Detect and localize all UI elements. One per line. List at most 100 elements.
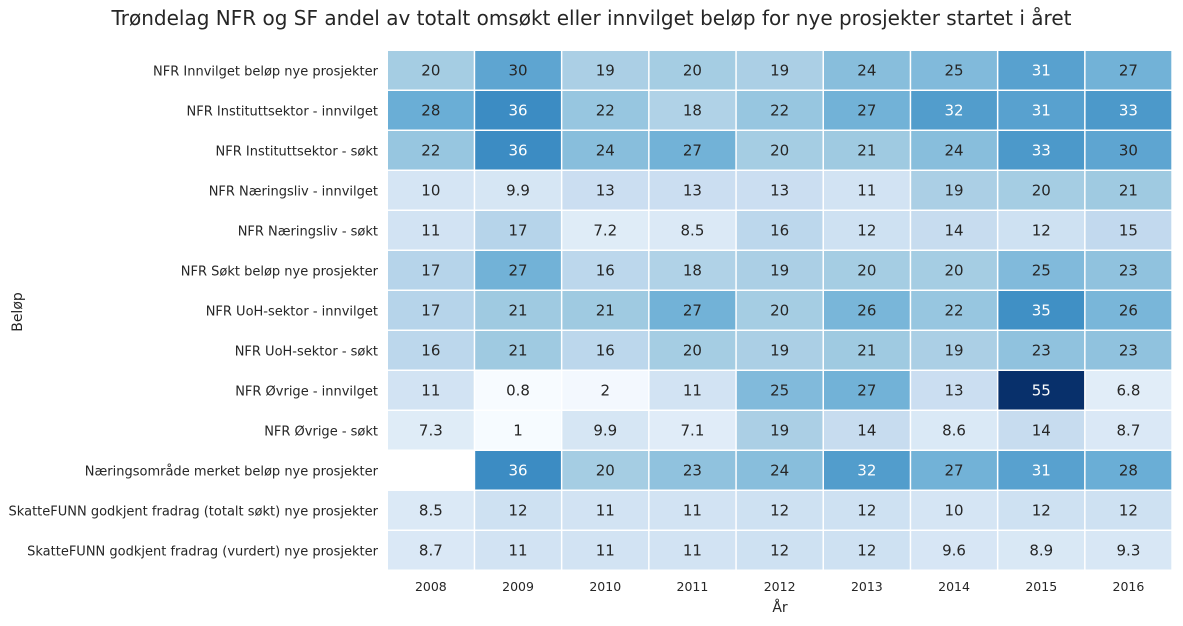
- cell-value-label: 19: [770, 341, 789, 359]
- y-axis-label: Beløp: [10, 292, 26, 332]
- row-tick-label: NFR Næringsliv - innvilget: [209, 184, 378, 199]
- column-tick-label: 2015: [1025, 579, 1057, 594]
- heatmap-cell: [998, 251, 1085, 290]
- heatmap-cell: [1085, 251, 1172, 290]
- heatmap-cell: [388, 291, 474, 330]
- cell-value-label: 32: [945, 101, 964, 119]
- cell-value-label: 33: [1032, 141, 1051, 159]
- heatmap-cell: [649, 331, 736, 370]
- cell-value-label: 21: [509, 301, 528, 319]
- heatmap-cell: [911, 291, 997, 330]
- heatmap-cell: [475, 331, 561, 370]
- cell-value-label: 16: [421, 341, 440, 359]
- row-tick-label: NFR UoH-sektor - søkt: [235, 344, 378, 359]
- cell-value-label: 9.3: [1117, 541, 1141, 559]
- cell-value-label: 28: [1119, 461, 1138, 479]
- heatmap-cell: [824, 291, 910, 330]
- cell-value-label: 28: [421, 101, 440, 119]
- cell-value-label: 30: [509, 61, 528, 79]
- heatmap-cell: [1085, 531, 1172, 570]
- cell-value-label: 9.9: [506, 181, 530, 199]
- heatmap-cell: [998, 331, 1085, 370]
- heatmap-cell: [824, 171, 910, 210]
- heatmap-cell: [824, 371, 910, 410]
- row-tick-label: SkatteFUNN godkjent fradrag (vurdert) ny…: [27, 544, 379, 559]
- cell-value-label: 24: [770, 461, 789, 479]
- cell-value-label: 20: [770, 301, 789, 319]
- cell-value-label: 26: [857, 301, 876, 319]
- row-tick-label: NFR Næringsliv - søkt: [238, 224, 378, 239]
- heatmap-cell: [911, 51, 997, 90]
- cell-value-label: 31: [1032, 461, 1051, 479]
- cell-value-label: 20: [1032, 181, 1051, 199]
- cell-value-label: 2: [600, 381, 610, 399]
- cell-value-label: 21: [509, 341, 528, 359]
- column-tick-label: 2008: [415, 579, 447, 594]
- cell-value-label: 27: [945, 461, 964, 479]
- cell-value-label: 16: [596, 261, 615, 279]
- heatmap-cell: [562, 91, 649, 130]
- cell-value-label: 11: [421, 221, 440, 239]
- cell-value-label: 27: [1119, 61, 1138, 79]
- column-tick-label: 2010: [589, 579, 621, 594]
- cell-value-label: 11: [857, 181, 876, 199]
- cell-value-label: 27: [683, 141, 702, 159]
- heatmap-cell: [998, 411, 1085, 450]
- column-tick-label: 2014: [938, 579, 970, 594]
- heatmap-cell: [388, 531, 474, 570]
- heatmap-cell: [562, 51, 649, 90]
- cell-value-label: 12: [857, 541, 876, 559]
- cell-value-label: 27: [509, 261, 528, 279]
- heatmap-cell: [475, 291, 561, 330]
- heatmap-cell: [475, 131, 561, 170]
- cell-value-label: 8.5: [419, 501, 443, 519]
- cell-value-label: 20: [683, 341, 702, 359]
- column-labels: 2008 2009 2010 2011 2012 2013 2014 2015 2016: [415, 579, 1144, 594]
- cell-value-label: 19: [770, 421, 789, 439]
- cell-value-label: 27: [857, 381, 876, 399]
- row-tick-label: NFR UoH-sektor - innvilget: [206, 304, 378, 319]
- cell-value-label: 14: [857, 421, 876, 439]
- heatmap-cell: [649, 251, 736, 290]
- cell-value-label: 25: [1032, 261, 1051, 279]
- cell-value-label: 21: [857, 341, 876, 359]
- heatmap-cell: [911, 91, 997, 130]
- cell-value-label: 22: [596, 101, 615, 119]
- cell-value-label: 35: [1032, 301, 1051, 319]
- heatmap-cell: [998, 171, 1085, 210]
- heatmap-cell: [824, 251, 910, 290]
- cell-value-label: 23: [1032, 341, 1051, 359]
- column-tick-label: 2009: [502, 579, 534, 594]
- cell-value-label: 12: [857, 221, 876, 239]
- cell-value-label: 23: [1119, 341, 1138, 359]
- heatmap-cell: [388, 491, 474, 530]
- heatmap-cell: [736, 51, 823, 90]
- cell-value-label: 17: [421, 261, 440, 279]
- heatmap-cell: [736, 411, 823, 450]
- cell-value-label: 6.8: [1117, 381, 1141, 399]
- cell-value-label: 21: [1119, 181, 1138, 199]
- heatmap-cell: [649, 51, 736, 90]
- column-tick-label: 2016: [1113, 579, 1145, 594]
- heatmap-cell: [1085, 131, 1172, 170]
- heatmap-cell: [475, 211, 561, 250]
- cell-value-label: 13: [683, 181, 702, 199]
- cell-value-label: 8.7: [419, 541, 443, 559]
- heatmap-cell: [998, 371, 1085, 410]
- cell-value-label: 19: [770, 61, 789, 79]
- cell-value-label: 11: [421, 381, 440, 399]
- cell-value-label: 8.6: [942, 421, 966, 439]
- heatmap-cell: [475, 531, 561, 570]
- cell-value-label: 14: [1032, 421, 1051, 439]
- heatmap-cell: [1085, 331, 1172, 370]
- heatmap-cell: [475, 371, 561, 410]
- cell-value-label: 1: [513, 421, 523, 439]
- cell-value-label: 23: [683, 461, 702, 479]
- heatmap-cell: [475, 411, 561, 450]
- heatmap-cell: [388, 331, 474, 370]
- cell-value-label: 15: [1119, 221, 1138, 239]
- heatmap-cell: [736, 331, 823, 370]
- heatmap-cell: [736, 291, 823, 330]
- cell-value-label: 20: [857, 261, 876, 279]
